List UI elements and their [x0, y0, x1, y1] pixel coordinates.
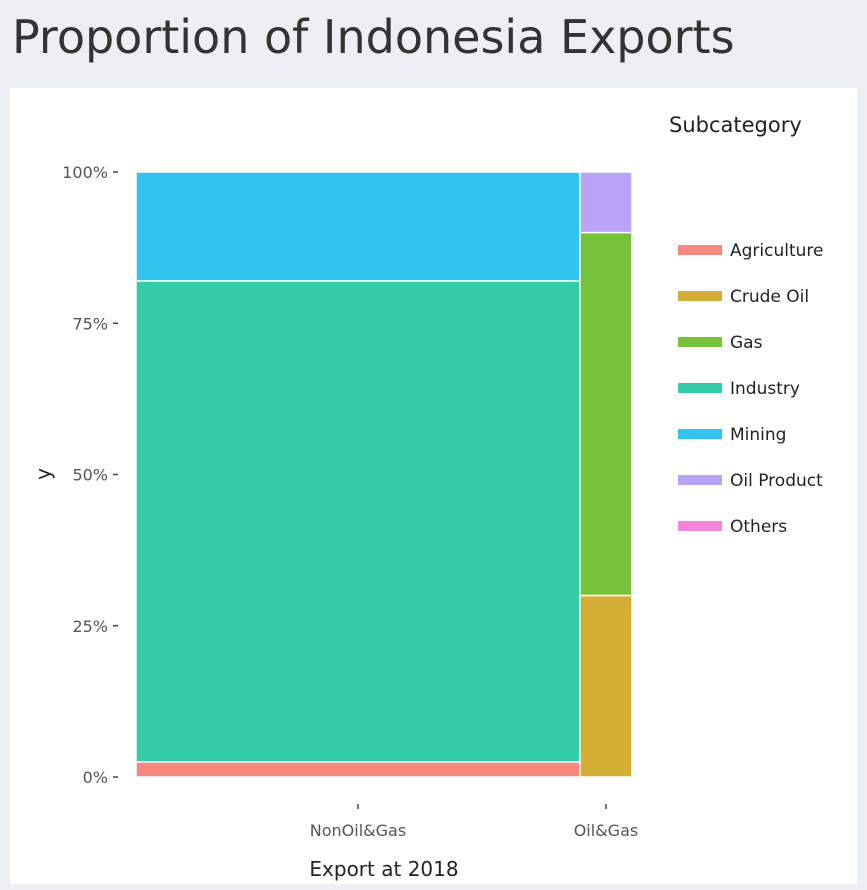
legend-item-agriculture[interactable]: Agriculture	[678, 241, 824, 261]
bar-oil-gas-oil-product[interactable]	[579, 171, 633, 234]
bar-oil-gas-crude-oil[interactable]	[579, 594, 633, 778]
legend-label: Mining	[730, 425, 786, 445]
x-tick-label-nonoil-gas: NonOil&Gas	[310, 821, 406, 840]
y-axis-title: y	[31, 468, 55, 480]
legend-item-crude-oil[interactable]: Crude Oil	[678, 287, 809, 307]
legend-item-mining[interactable]: Mining	[678, 425, 786, 445]
bar-nonoil-gas-industry[interactable]	[135, 280, 581, 763]
x-axis: NonOil&Gas Oil&Gas	[310, 804, 638, 840]
chart-panel: 0% 25% 50% 75% 100% NonOil&Gas Oil&Gas Export…	[10, 88, 857, 884]
bar-nonoil-gas-mining[interactable]	[135, 171, 581, 282]
legend-label: Gas	[730, 333, 763, 353]
x-tick-label-oil-gas: Oil&Gas	[574, 821, 639, 840]
legend-item-industry[interactable]: Industry	[678, 379, 800, 399]
y-axis: 0% 25% 50% 75% 100%	[62, 163, 118, 787]
page-title: Proportion of Indonesia Exports	[12, 10, 735, 64]
legend-swatch	[678, 245, 722, 255]
legend-label: Crude Oil	[730, 287, 809, 307]
bar-oil-gas-gas[interactable]	[579, 231, 633, 597]
legend-item-gas[interactable]: Gas	[678, 333, 763, 353]
legend-label: Oil Product	[730, 471, 823, 491]
legend-swatch	[678, 429, 722, 439]
legend-label: Others	[730, 517, 787, 537]
plot-area	[135, 171, 633, 778]
legend-swatch	[678, 521, 722, 531]
legend-label: Industry	[730, 379, 800, 399]
legend-item-others[interactable]: Others	[678, 517, 787, 537]
marimekko-chart: 0% 25% 50% 75% 100% NonOil&Gas Oil&Gas Export…	[31, 113, 824, 881]
legend-swatch	[678, 383, 722, 393]
legend[interactable]: Agriculture Crude Oil Gas Industry Mining Oil…	[678, 241, 824, 537]
y-tick-label: 75%	[72, 314, 108, 333]
y-tick-label: 25%	[72, 617, 108, 636]
legend-title: Subcategory	[669, 113, 802, 137]
legend-swatch	[678, 337, 722, 347]
y-tick-label: 0%	[83, 768, 108, 787]
y-tick-label: 100%	[62, 163, 108, 182]
legend-item-oil-product[interactable]: Oil Product	[678, 471, 823, 491]
bar-nonoil-gas-agriculture[interactable]	[135, 761, 581, 778]
x-axis-title: Export at 2018	[309, 857, 458, 881]
legend-label: Agriculture	[730, 241, 824, 261]
y-tick-label: 50%	[72, 466, 108, 485]
legend-swatch	[678, 475, 722, 485]
legend-swatch	[678, 291, 722, 301]
